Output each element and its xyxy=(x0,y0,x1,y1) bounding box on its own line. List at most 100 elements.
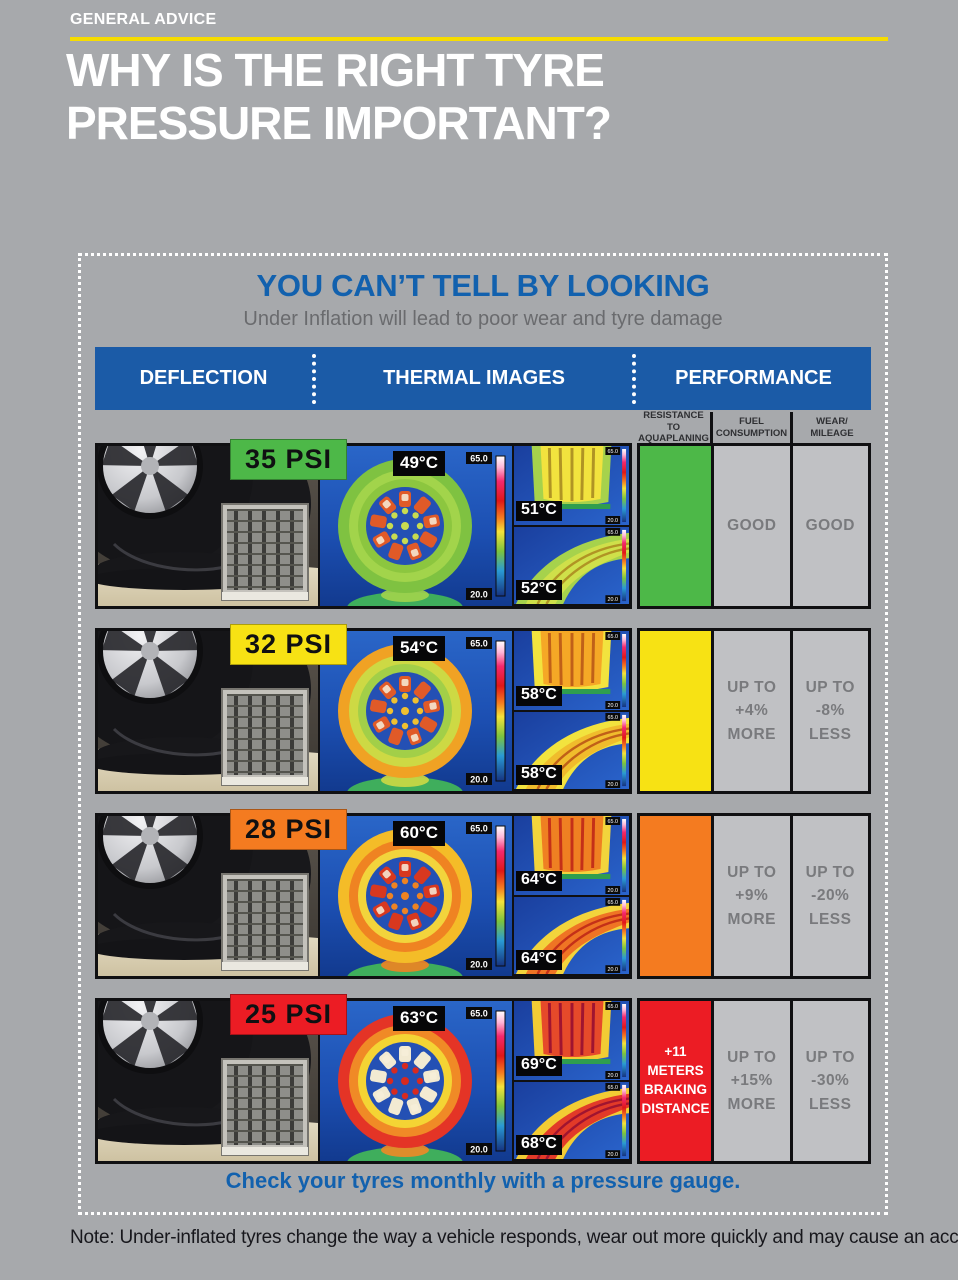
thermal-scale-bar xyxy=(495,1010,506,1152)
thermal-tread-column: 65.0 20.0 69°C xyxy=(512,1001,629,1161)
hub-dots xyxy=(386,692,424,730)
svg-text:20.0: 20.0 xyxy=(470,775,488,785)
wheel-temp-label: 60°C xyxy=(393,821,445,846)
alloy-wheel xyxy=(98,816,203,889)
row-media-strip: 65.0 20.0 49°C xyxy=(95,443,632,609)
tyre-photo-graphic xyxy=(98,446,318,606)
subheader-fuel-consumption: FUEL CONSUMPTION xyxy=(715,416,788,439)
mini-scale-bar xyxy=(622,449,627,522)
svg-text:65.0: 65.0 xyxy=(608,634,619,640)
mini-scale-bar xyxy=(622,1084,627,1157)
tread-contact-inset xyxy=(221,1058,309,1156)
cell-divider xyxy=(711,816,714,976)
resistance-aquaplaning-cell: +11 METERS BRAKING DISTANCE xyxy=(640,1001,711,1161)
scale-max-label: 65.0 xyxy=(466,452,492,464)
pressure-row: 65.0 20.0 54°C xyxy=(95,624,871,794)
svg-text:20.0: 20.0 xyxy=(470,1145,488,1155)
wheel-spokes xyxy=(369,491,441,561)
tread-temp-label-bottom: 64°C xyxy=(516,950,562,970)
column-header-thermal-images: THERMAL IMAGES xyxy=(383,367,565,389)
thermal-wheel-graphic: 65.0 20.0 xyxy=(320,446,512,606)
performance-cells: GOOD GOOD xyxy=(637,443,871,609)
thermal-wheel-image: 65.0 20.0 60°C xyxy=(318,816,512,976)
cell-divider xyxy=(789,1001,793,1161)
tread-contact-inset xyxy=(221,688,309,786)
wear-mileage-cell: GOOD xyxy=(792,446,868,606)
contact-strip xyxy=(531,1059,611,1064)
svg-text:65.0: 65.0 xyxy=(608,900,619,906)
subheader-divider xyxy=(790,412,793,443)
alloy-wheel xyxy=(98,1001,203,1074)
wear-mileage-cell: UP TO -30% LESS xyxy=(792,1001,868,1161)
check-monthly-line: Check your tyres monthly with a pressure… xyxy=(225,1168,741,1193)
tread-temp-label-top: 64°C xyxy=(516,871,562,891)
tyre-deflection-photo xyxy=(98,816,318,976)
cell-divider xyxy=(789,446,793,606)
hub-dots xyxy=(386,507,424,545)
thermal-tread-image-bottom: 65.0 20.0 52°C xyxy=(514,525,629,604)
footnote: Note: Under-inflated tyres change the wa… xyxy=(70,1227,958,1248)
panel-title: YOU CAN’T TELL BY LOOKING xyxy=(256,268,710,303)
psi-badge: 32 PSI xyxy=(230,624,347,665)
tyre-photo-graphic xyxy=(98,816,318,976)
svg-text:20.0: 20.0 xyxy=(608,597,619,603)
thermal-scale-bar xyxy=(495,455,506,597)
alloy-wheel xyxy=(98,446,203,519)
thermal-tread-graphic-front: 65.0 20.0 xyxy=(514,446,629,525)
performance-cells: UP TO +4% MORE UP TO -8% LESS xyxy=(637,628,871,794)
svg-text:20.0: 20.0 xyxy=(608,518,619,524)
infographic-panel: YOU CAN’T TELL BY LOOKING Under Inflatio… xyxy=(78,253,888,1215)
hub-dots xyxy=(386,1062,424,1100)
eyebrow: GENERAL ADVICE xyxy=(70,11,217,28)
spoke-highlights xyxy=(376,864,437,927)
thermal-tread-image-top: 65.0 20.0 64°C xyxy=(514,816,629,895)
thermal-tread-image-bottom: 65.0 20.0 58°C xyxy=(514,710,629,789)
pressure-row: 65.0 20.0 60°C xyxy=(95,809,871,979)
cell-divider xyxy=(711,446,714,606)
svg-text:65.0: 65.0 xyxy=(608,819,619,825)
thermal-wheel-graphic: 65.0 20.0 xyxy=(320,816,512,976)
svg-text:65.0: 65.0 xyxy=(470,639,488,649)
thermal-wheel-image: 65.0 20.0 54°C xyxy=(318,631,512,791)
subheader-wear-mileage: WEAR/ MILEAGE xyxy=(810,416,854,439)
tyre-photo-graphic xyxy=(98,1001,318,1161)
svg-text:65.0: 65.0 xyxy=(608,449,619,455)
thermal-tread-image-top: 65.0 20.0 69°C xyxy=(514,1001,629,1080)
sidewall-highlight xyxy=(112,1097,231,1127)
pressure-row: 65.0 20.0 63°C xyxy=(95,994,871,1164)
mini-scale-bar xyxy=(622,899,627,972)
fuel-consumption-cell: UP TO +15% MORE xyxy=(714,1001,790,1161)
resistance-cell-text: +11 METERS BRAKING DISTANCE xyxy=(641,1044,710,1116)
spoke-highlights xyxy=(376,1049,437,1112)
cell-divider xyxy=(711,1001,714,1161)
svg-text:20.0: 20.0 xyxy=(608,967,619,973)
psi-badge: 25 PSI xyxy=(230,994,347,1035)
tread-temp-label-bottom: 58°C xyxy=(516,765,562,785)
tread-temp-label-top: 58°C xyxy=(516,686,562,706)
fuel-consumption-cell: GOOD xyxy=(714,446,790,606)
row-media-strip: 65.0 20.0 60°C xyxy=(95,813,632,979)
tread-contact-inset xyxy=(221,873,309,971)
tread-temp-label-bottom: 52°C xyxy=(516,580,562,600)
svg-text:20.0: 20.0 xyxy=(470,960,488,970)
pressure-rows: 65.0 20.0 49°C xyxy=(95,439,871,1183)
thermal-wheel-graphic: 65.0 20.0 xyxy=(320,631,512,791)
tyre-photo-graphic xyxy=(98,631,318,791)
performance-subheaders: RESISTANCE TO AQUAPLANING FUEL CONSUMPTI… xyxy=(637,410,871,444)
page-title: WHY IS THE RIGHT TYRE PRESSURE IMPORTANT? xyxy=(66,44,612,151)
wheel-temp-label: 54°C xyxy=(393,636,445,661)
thermal-tread-image-bottom: 65.0 20.0 64°C xyxy=(514,895,629,974)
scale-min-label: 20.0 xyxy=(466,588,492,600)
thermal-wheel-image: 65.0 20.0 63°C xyxy=(318,1001,512,1161)
mini-scale-bar xyxy=(622,1004,627,1077)
cell-divider xyxy=(711,631,714,791)
svg-text:20.0: 20.0 xyxy=(608,1073,619,1079)
psi-badge: 28 PSI xyxy=(230,809,347,850)
header-divider xyxy=(632,353,636,404)
resistance-aquaplaning-cell xyxy=(640,446,711,606)
tyre-deflection-photo xyxy=(98,631,318,791)
header-divider xyxy=(312,353,316,404)
svg-text:65.0: 65.0 xyxy=(608,1085,619,1091)
svg-text:65.0: 65.0 xyxy=(470,824,488,834)
